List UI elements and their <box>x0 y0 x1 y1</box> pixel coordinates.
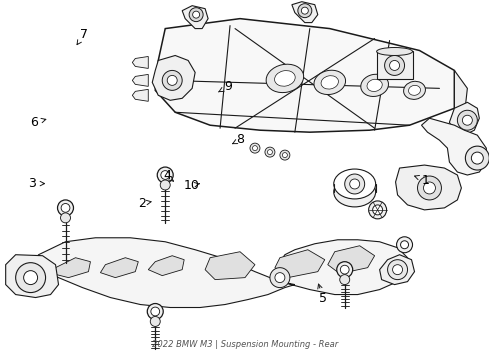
Polygon shape <box>182 6 208 28</box>
Circle shape <box>61 203 70 212</box>
Polygon shape <box>132 75 148 86</box>
Circle shape <box>157 167 173 183</box>
Polygon shape <box>132 57 148 68</box>
Circle shape <box>282 153 287 158</box>
Ellipse shape <box>274 71 295 86</box>
Polygon shape <box>52 258 91 278</box>
Circle shape <box>151 307 160 316</box>
Text: 8: 8 <box>236 133 244 146</box>
Circle shape <box>350 179 360 189</box>
Ellipse shape <box>404 81 425 99</box>
Text: 5: 5 <box>319 292 327 305</box>
Text: 6: 6 <box>30 116 38 129</box>
Ellipse shape <box>409 85 420 95</box>
Polygon shape <box>421 118 486 175</box>
Circle shape <box>161 171 170 179</box>
Polygon shape <box>292 2 318 23</box>
Polygon shape <box>449 102 479 135</box>
Circle shape <box>160 180 170 190</box>
Ellipse shape <box>377 48 413 55</box>
Ellipse shape <box>334 177 376 207</box>
Circle shape <box>400 241 409 249</box>
Polygon shape <box>6 255 58 298</box>
Circle shape <box>167 75 177 85</box>
Polygon shape <box>275 250 325 278</box>
Circle shape <box>301 7 308 14</box>
Circle shape <box>463 115 472 125</box>
Circle shape <box>392 265 403 275</box>
Circle shape <box>340 275 350 285</box>
Ellipse shape <box>321 76 339 89</box>
Circle shape <box>423 182 436 194</box>
Text: 2022 BMW M3 | Suspension Mounting - Rear: 2022 BMW M3 | Suspension Mounting - Rear <box>152 339 338 348</box>
Circle shape <box>280 150 290 160</box>
Polygon shape <box>100 258 138 278</box>
Polygon shape <box>152 55 195 100</box>
Text: 10: 10 <box>183 179 199 192</box>
Circle shape <box>268 150 272 154</box>
Circle shape <box>265 147 275 157</box>
Circle shape <box>61 213 71 223</box>
Circle shape <box>345 174 365 194</box>
Polygon shape <box>205 252 255 280</box>
Polygon shape <box>21 238 408 307</box>
Circle shape <box>57 200 74 216</box>
Circle shape <box>298 4 312 18</box>
Text: 4: 4 <box>163 169 171 182</box>
Polygon shape <box>132 89 148 101</box>
Circle shape <box>396 237 413 253</box>
Circle shape <box>385 55 405 75</box>
Polygon shape <box>377 51 413 80</box>
Ellipse shape <box>361 74 389 96</box>
Ellipse shape <box>266 64 304 93</box>
Polygon shape <box>155 19 454 132</box>
Ellipse shape <box>314 70 345 95</box>
Polygon shape <box>148 256 184 276</box>
Circle shape <box>372 205 383 215</box>
Circle shape <box>471 152 483 164</box>
Circle shape <box>337 262 353 278</box>
Circle shape <box>417 176 441 200</box>
Circle shape <box>150 316 160 327</box>
Circle shape <box>189 8 203 22</box>
Circle shape <box>24 271 38 285</box>
Circle shape <box>16 263 46 293</box>
Text: 1: 1 <box>422 174 430 186</box>
Polygon shape <box>454 71 467 125</box>
Circle shape <box>368 201 387 219</box>
Text: 3: 3 <box>28 177 36 190</box>
Polygon shape <box>328 246 375 274</box>
Circle shape <box>162 71 182 90</box>
Circle shape <box>193 11 199 18</box>
Polygon shape <box>395 165 462 210</box>
Circle shape <box>457 110 477 130</box>
Polygon shape <box>380 255 415 285</box>
Ellipse shape <box>367 79 382 91</box>
Text: 9: 9 <box>224 80 232 93</box>
Circle shape <box>466 146 490 170</box>
Text: 7: 7 <box>80 28 88 41</box>
Circle shape <box>275 273 285 283</box>
Circle shape <box>250 143 260 153</box>
Circle shape <box>388 260 408 280</box>
Circle shape <box>341 265 349 274</box>
Circle shape <box>252 146 257 150</box>
Circle shape <box>147 303 163 319</box>
Circle shape <box>270 268 290 288</box>
Text: 2: 2 <box>139 197 147 210</box>
Circle shape <box>390 60 399 71</box>
Ellipse shape <box>334 169 376 199</box>
